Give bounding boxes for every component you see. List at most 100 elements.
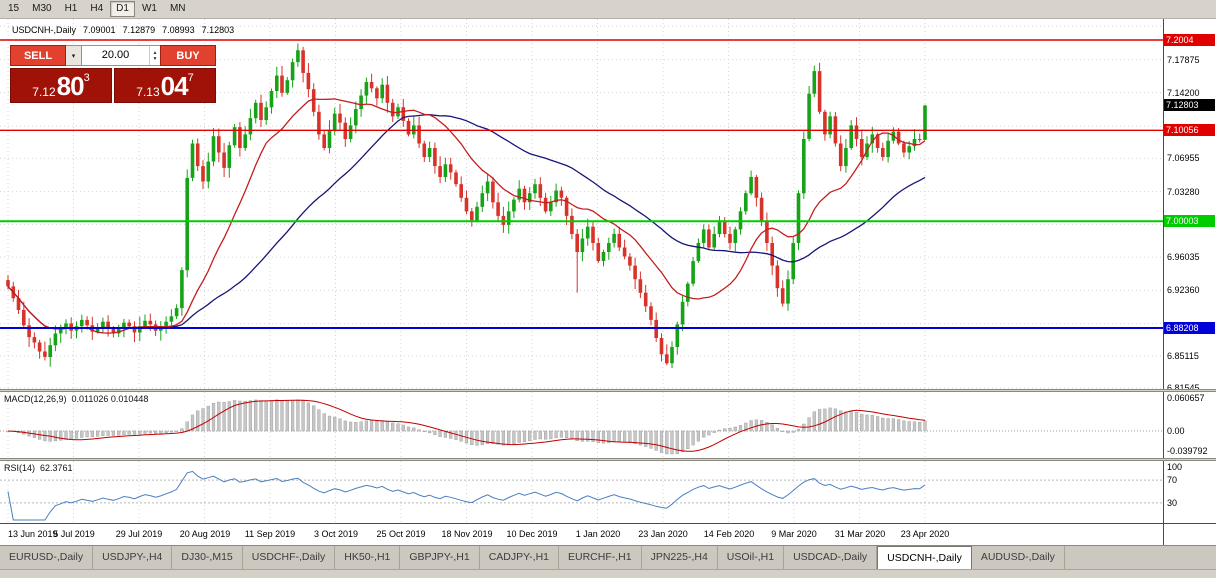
quote-displays-row: 7.12 80 3 7.13 04 7 <box>10 68 216 103</box>
level-price-label: 7.10056 <box>1164 124 1215 136</box>
date-label: 29 Jul 2019 <box>115 529 163 539</box>
close-value: 7.12803 <box>201 25 235 35</box>
rsi-line <box>7 470 926 521</box>
timeframe-button-m30[interactable]: M30 <box>26 1 57 17</box>
macd-values: 0.011026 0.010448 <box>71 394 149 404</box>
price-tick: 6.96035 <box>1167 252 1200 262</box>
low-value: 7.08993 <box>162 25 195 35</box>
macd-axis: 0.060657 0.00 -0.039792 <box>1163 392 1216 458</box>
timeframe-button-15[interactable]: 15 <box>2 1 25 17</box>
open-value: 7.09001 <box>83 25 116 35</box>
buy-price-point: 7 <box>187 72 194 84</box>
sell-price-display[interactable]: 7.12 80 3 <box>10 68 112 103</box>
date-label: 14 Feb 2020 <box>703 529 755 539</box>
chart-tab[interactable]: USDJPY-,H4 <box>93 546 173 569</box>
chart-tab[interactable]: JPN225-,H4 <box>641 546 718 569</box>
volume-spinner[interactable]: ▲ ▼ <box>149 46 160 65</box>
spinner-up-icon[interactable]: ▲ <box>152 49 158 56</box>
date-label: 20 Aug 2019 <box>179 529 231 539</box>
price-tick: 7.06955 <box>1167 153 1200 163</box>
date-label: 10 Dec 2019 <box>506 529 558 539</box>
timeframe-button-d1[interactable]: D1 <box>110 1 135 17</box>
price-tick: 6.92360 <box>1167 285 1200 295</box>
macd-axis-min: -0.039792 <box>1167 446 1208 456</box>
buy-button[interactable]: BUY <box>160 45 216 66</box>
volume-dropdown-button[interactable]: ▾ <box>66 45 82 66</box>
rsi-axis-30: 30 <box>1167 498 1178 508</box>
price-axis[interactable]: 7.17875 7.14200 7.06955 7.03280 6.96035 6.923… <box>1163 19 1216 389</box>
level-price-label: 7.00003 <box>1164 215 1215 227</box>
macd-axis-zero: 0.00 <box>1167 426 1185 436</box>
chart-tab[interactable]: CADJPY-,H1 <box>479 546 559 569</box>
price-tick: 7.14200 <box>1167 88 1200 98</box>
sell-button[interactable]: SELL <box>10 45 66 66</box>
rsi-chart[interactable] <box>0 461 1163 523</box>
sell-price-pips: 80 <box>56 70 85 101</box>
date-label: 25 Oct 2019 <box>376 529 426 539</box>
macd-histogram <box>6 399 927 455</box>
rsi-value: 62.3761 <box>40 463 73 473</box>
macd-pane[interactable]: MACD(12,26,9) 0.011026 0.010448 <box>0 392 1163 458</box>
price-tick: 7.03280 <box>1167 187 1200 197</box>
chevron-down-icon: ▾ <box>71 52 76 60</box>
timeframe-button-h1[interactable]: H1 <box>59 1 84 17</box>
timeframe-toolbar: 15 M30 H1 H4 D1 W1 MN <box>0 0 1216 19</box>
date-label: 3 Oct 2019 <box>313 529 359 539</box>
chart-tab[interactable]: HK50-,H1 <box>335 546 401 569</box>
pane-splitter[interactable] <box>0 458 1216 461</box>
buy-price-major: 7.13 <box>136 85 160 99</box>
chart-tab[interactable]: EURUSD-,Daily <box>0 546 94 569</box>
chart-tab[interactable]: GBPJPY-,H1 <box>400 546 480 569</box>
rsi-label: RSI(14) <box>4 463 36 473</box>
macd-chart[interactable] <box>0 392 1163 458</box>
volume-input[interactable]: 20.00 ▲ ▼ <box>82 45 160 66</box>
rsi-axis-70: 70 <box>1167 475 1178 485</box>
sell-price-major: 7.12 <box>32 85 56 99</box>
chart-tab[interactable]: USDCHF-,Daily <box>242 546 336 569</box>
chart-tab[interactable]: USOil-,H1 <box>717 546 785 569</box>
timeframe-button-h4[interactable]: H4 <box>84 1 109 17</box>
macd-readout: MACD(12,26,9) 0.011026 0.010448 <box>4 394 148 404</box>
macd-label: MACD(12,26,9) <box>4 394 67 404</box>
current-price-label: 7.12803 <box>1164 99 1215 111</box>
rsi-pane[interactable]: RSI(14) 62.3761 <box>0 461 1163 523</box>
chart-tab[interactable]: EURCHF-,H1 <box>559 546 642 569</box>
timeframe-button-w1[interactable]: W1 <box>136 1 163 17</box>
chart-tab[interactable]: USDCAD-,Daily <box>784 546 878 569</box>
ohlc-readout: USDCNH-,Daily 7.09001 7.12879 7.08993 7.… <box>12 25 234 35</box>
price-chart-pane[interactable]: USDCNH-,Daily 7.09001 7.12879 7.08993 7.… <box>0 19 1163 389</box>
sell-price-point: 3 <box>83 72 90 84</box>
date-label: 31 Mar 2020 <box>834 529 886 539</box>
time-axis[interactable]: 13 Jun 2019 5 Jul 2019 29 Jul 2019 20 Aug 2… <box>0 524 1163 545</box>
date-label: 9 Mar 2020 <box>771 529 817 539</box>
volume-value: 20.00 <box>101 49 130 61</box>
pane-splitter[interactable] <box>0 389 1216 392</box>
one-click-trading-panel: SELL ▾ 20.00 ▲ ▼ BUY 7.12 80 3 7.13 <box>10 45 216 103</box>
chart-symbol-label: USDCNH-,Daily <box>12 25 77 35</box>
chart-tab[interactable]: AUDUSD-,Daily <box>971 546 1065 569</box>
candlestick-chart[interactable] <box>0 19 1163 389</box>
ma-fast-line <box>7 98 926 334</box>
level-price-label: 7.2004 <box>1164 34 1215 46</box>
date-label: 11 Sep 2019 <box>244 529 296 539</box>
trade-controls-row: SELL ▾ 20.00 ▲ ▼ BUY <box>10 45 216 66</box>
timeframe-button-mn[interactable]: MN <box>164 1 192 17</box>
level-price-label: 6.88208 <box>1164 322 1215 334</box>
rsi-axis-100: 100 <box>1167 462 1183 472</box>
date-label: 1 Jan 2020 <box>575 529 621 539</box>
rsi-axis: 100 70 30 <box>1163 461 1216 523</box>
time-axis-corner <box>1163 524 1216 545</box>
status-bar <box>0 569 1216 578</box>
chart-tab[interactable]: DJ30-,M15 <box>172 546 243 569</box>
buy-price-pips: 04 <box>160 70 189 101</box>
macd-signal-line <box>7 399 926 452</box>
chart-tabs-bar: EURUSD-,Daily USDJPY-,H4 DJ30-,M15 USDCHF-,… <box>0 545 1216 569</box>
buy-price-display[interactable]: 7.13 04 7 <box>114 68 216 103</box>
price-tick: 6.85115 <box>1167 351 1199 361</box>
date-label: 13 Jun 2019 <box>8 529 58 539</box>
high-value: 7.12879 <box>122 25 156 35</box>
spinner-down-icon[interactable]: ▼ <box>152 55 158 62</box>
price-tick: 6.81545 <box>1167 383 1200 389</box>
chart-tab[interactable]: USDCNH-,Daily <box>877 546 972 569</box>
